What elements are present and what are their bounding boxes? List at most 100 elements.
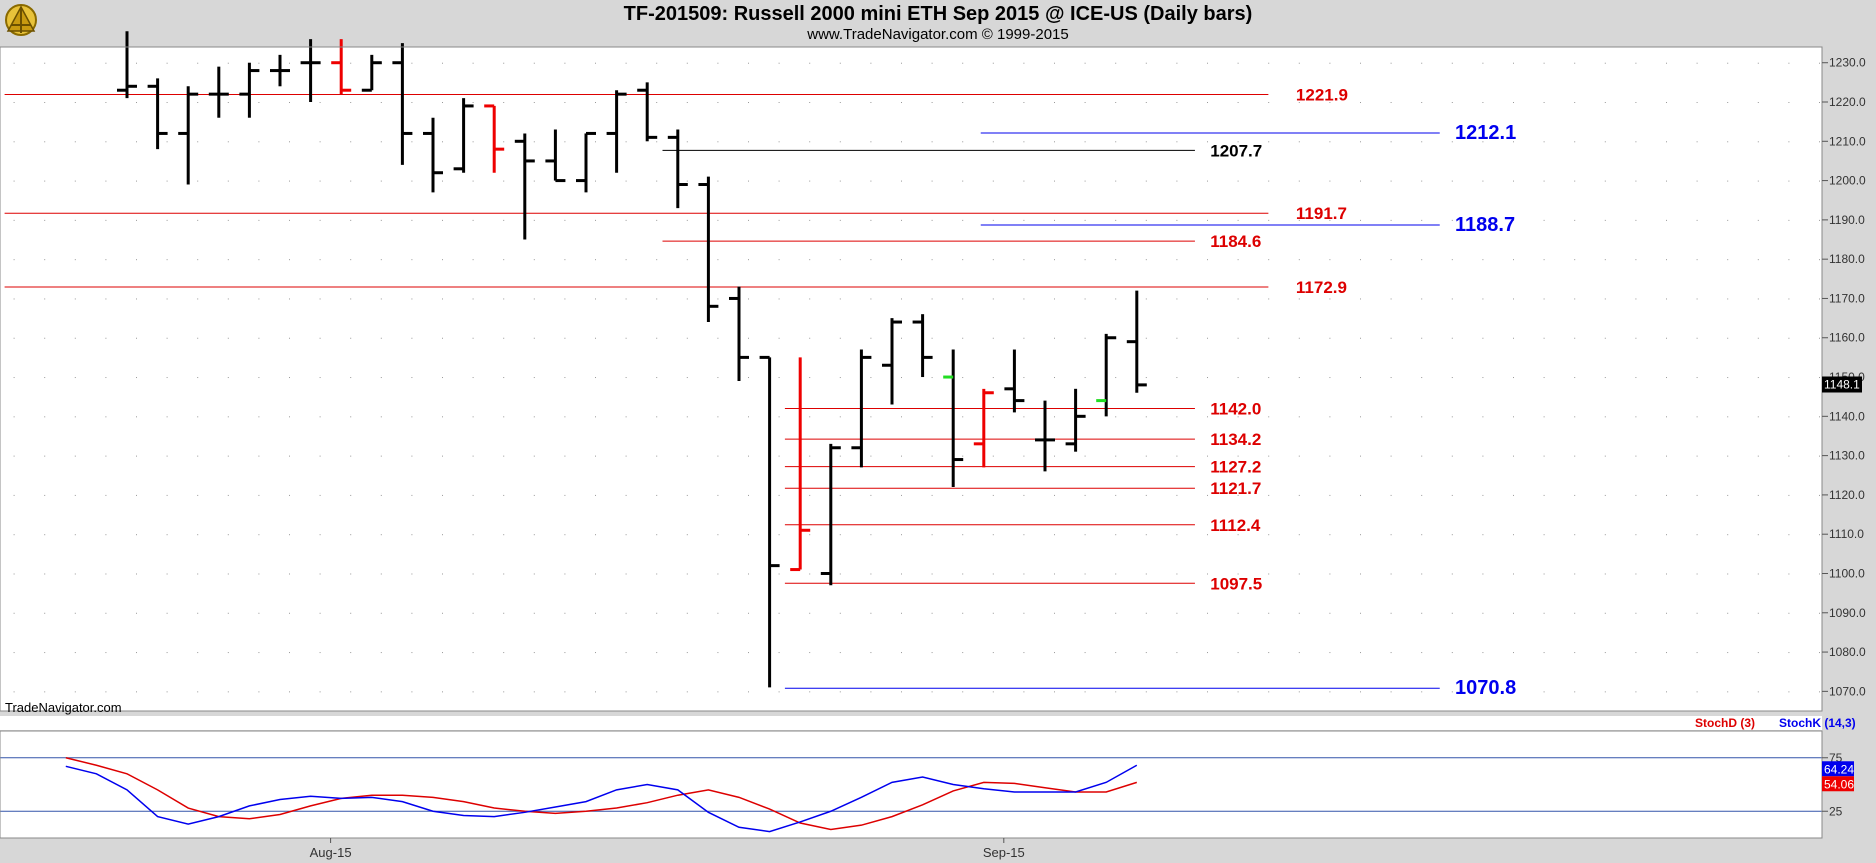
grid-dot	[931, 219, 933, 221]
grid-dot	[686, 691, 688, 693]
grid-dot	[717, 494, 719, 496]
grid-dot	[1451, 652, 1453, 654]
grid-dot	[564, 573, 566, 575]
grid-dot	[1145, 494, 1147, 496]
stochK-value-box	[1822, 761, 1854, 777]
grid-dot	[1115, 219, 1117, 221]
level-label: 1212.1	[1455, 122, 1516, 144]
grid-dot	[1023, 534, 1025, 536]
grid-dot	[1268, 455, 1270, 457]
grid-dot	[44, 416, 46, 418]
grid-dot	[1176, 102, 1178, 104]
grid-dot	[1696, 455, 1698, 457]
grid-dot	[1084, 141, 1086, 143]
grid-dot	[1543, 455, 1545, 457]
grid-dot	[105, 494, 107, 496]
grid-dot	[442, 416, 443, 418]
grid-dot	[380, 612, 382, 614]
grid-dot	[136, 180, 137, 182]
grid-dot	[44, 219, 46, 221]
grid-dot	[1513, 612, 1514, 614]
grid-dot	[1084, 612, 1086, 614]
grid-dot	[1176, 455, 1178, 457]
grid-dot	[319, 219, 321, 221]
grid-dot	[1451, 416, 1453, 418]
grid-dot	[809, 652, 811, 654]
grid-dot	[380, 652, 382, 654]
grid-dot	[1513, 573, 1514, 575]
grid-dot	[870, 573, 872, 575]
grid-dot	[1360, 612, 1361, 614]
grid-dot	[1421, 62, 1423, 64]
level-label: 1070.8	[1455, 677, 1516, 699]
grid-dot	[931, 455, 933, 457]
grid-dot	[503, 691, 505, 693]
grid-dot	[1757, 534, 1759, 536]
grid-dot	[1176, 573, 1178, 575]
grid-dot	[74, 62, 76, 64]
grid-dot	[1696, 691, 1698, 693]
grid-dot	[319, 691, 321, 693]
grid-dot	[1268, 652, 1270, 654]
grid-dot	[1176, 612, 1178, 614]
grid-dot	[258, 534, 260, 536]
grid-dot	[992, 180, 994, 182]
grid-dot	[166, 298, 168, 300]
grid-dot	[1084, 337, 1086, 339]
grid-dot	[350, 573, 352, 575]
grid-dot	[962, 573, 964, 575]
grid-dot	[1207, 259, 1208, 261]
grid-dot	[1727, 141, 1729, 143]
grid-dot	[1084, 455, 1086, 457]
grid-dot	[870, 180, 872, 182]
grid-dot	[1574, 573, 1576, 575]
grid-dot	[809, 455, 811, 457]
grid-dot	[411, 691, 413, 693]
grid-dot	[166, 180, 168, 182]
grid-dot	[1482, 298, 1484, 300]
grid-dot	[870, 534, 872, 536]
grid-dot	[870, 455, 872, 457]
grid-dot	[289, 652, 290, 654]
grid-dot	[870, 62, 872, 64]
grid-dot	[13, 455, 15, 457]
grid-dot	[1635, 534, 1637, 536]
grid-dot	[1298, 612, 1300, 614]
grid-dot	[1298, 455, 1300, 457]
grid-dot	[1819, 416, 1820, 418]
grid-dot	[1482, 612, 1484, 614]
grid-dot	[962, 494, 964, 496]
grid-dot	[472, 337, 474, 339]
grid-dot	[901, 298, 902, 300]
grid-dot	[1451, 573, 1453, 575]
grid-dot	[166, 141, 168, 143]
grid-dot	[105, 377, 107, 379]
grid-dot	[44, 180, 46, 182]
grid-dot	[1237, 337, 1239, 339]
grid-dot	[197, 102, 199, 104]
grid-dot	[350, 219, 352, 221]
grid-dot	[1482, 219, 1484, 221]
grid-dot	[1298, 259, 1300, 261]
grid-dot	[625, 219, 627, 221]
grid-dot	[44, 691, 46, 693]
grid-dot	[1268, 573, 1270, 575]
grid-dot	[870, 259, 872, 261]
grid-dot	[1757, 612, 1759, 614]
grid-dot	[1421, 298, 1423, 300]
grid-dot	[1115, 298, 1117, 300]
grid-dot	[1421, 102, 1423, 104]
grid-dots	[13, 62, 1820, 693]
grid-dot	[1115, 141, 1117, 143]
grid-dot	[533, 180, 535, 182]
stochK-value-label: 64.24	[1824, 762, 1854, 776]
grid-dot	[227, 62, 229, 64]
chart-title: TF-201509: Russell 2000 mini ETH Sep 201…	[623, 3, 1253, 25]
grid-dot	[350, 102, 352, 104]
grid-dot	[1574, 259, 1576, 261]
grid-dot	[319, 141, 321, 143]
stoch-tick-label: 75	[1829, 751, 1843, 765]
grid-dot	[901, 141, 902, 143]
grid-dot	[319, 494, 321, 496]
grid-dot	[748, 494, 749, 496]
